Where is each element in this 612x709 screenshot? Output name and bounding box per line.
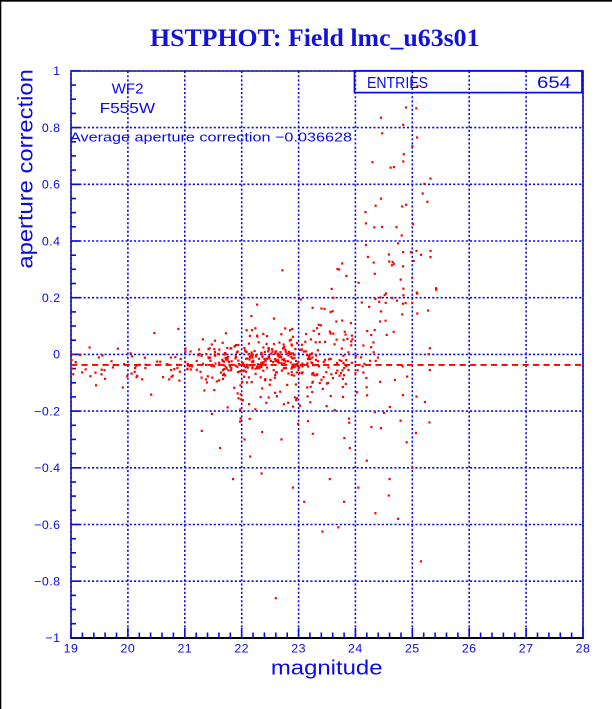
svg-text:27: 27 — [519, 641, 534, 655]
svg-text:0: 0 — [53, 348, 60, 362]
svg-text:20: 20 — [121, 641, 136, 655]
svg-text:19: 19 — [64, 641, 79, 655]
svg-text:21: 21 — [177, 641, 192, 655]
svg-text:654: 654 — [537, 73, 571, 92]
svg-text:magnitude: magnitude — [271, 658, 383, 680]
svg-text:ENTRIES: ENTRIES — [367, 75, 428, 92]
svg-text:0.4: 0.4 — [42, 234, 61, 248]
svg-text:aperture correction: aperture correction — [14, 69, 38, 268]
svg-text:−0.6: −0.6 — [34, 518, 60, 532]
svg-text:26: 26 — [462, 641, 477, 655]
svg-text:25: 25 — [405, 641, 420, 655]
svg-text:WF2: WF2 — [112, 80, 144, 97]
svg-text:HSTPHOT: Field lmc_u63s01: HSTPHOT: Field lmc_u63s01 — [150, 25, 480, 52]
svg-text:−1: −1 — [45, 631, 60, 645]
svg-text:−0.2: −0.2 — [34, 404, 60, 418]
svg-text:22: 22 — [234, 641, 249, 655]
svg-text:−0.8: −0.8 — [34, 575, 60, 589]
svg-text:1: 1 — [53, 64, 60, 78]
svg-text:0.8: 0.8 — [42, 121, 61, 135]
svg-text:0.6: 0.6 — [42, 178, 61, 192]
svg-text:Average aperture correction −0: Average aperture correction −0.036628 — [70, 130, 352, 145]
svg-text:28: 28 — [576, 641, 591, 655]
svg-text:24: 24 — [348, 641, 363, 655]
svg-text:F555W: F555W — [100, 100, 156, 117]
svg-text:−0.4: −0.4 — [34, 461, 60, 475]
svg-text:23: 23 — [291, 641, 306, 655]
svg-text:0.2: 0.2 — [42, 291, 61, 305]
